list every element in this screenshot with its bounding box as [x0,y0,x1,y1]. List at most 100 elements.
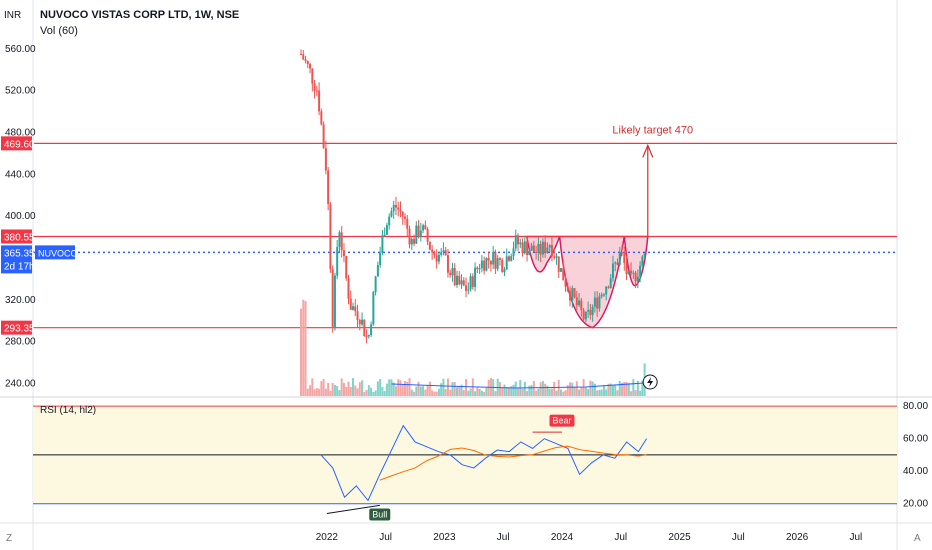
volume-bar [494,391,497,396]
price-tick-label: 480.00 [5,127,36,138]
candle-body [555,256,558,258]
candle-body [571,288,574,301]
volume-bar [385,383,388,396]
volume-bar [309,385,312,396]
candle-body [474,267,477,287]
volume-bar [453,382,456,396]
volume-bar [589,380,592,396]
volume-bar [559,389,562,396]
candle-body [444,250,447,256]
candle-body [569,291,572,301]
volume-bar [302,299,305,396]
bull-label-box [369,508,391,521]
chart-title[interactable]: NUVOCO VISTAS CORP LTD, 1W, NSE [40,9,240,21]
volume-bar [311,378,314,396]
current-price-tag-text: 365.35 [4,248,35,259]
rsi-moving-average [379,445,647,481]
volume-bar [517,388,520,396]
volume-bar [596,390,599,396]
candle-body [489,260,492,265]
candle-body [304,59,307,61]
volume-bar [356,388,359,396]
volume-bar [593,383,596,396]
volume-bar [338,390,341,396]
candle-body [528,250,531,256]
volume-bar [535,390,538,396]
volume-bar [388,379,391,396]
volume-bar [415,386,418,396]
candle-body [494,252,497,269]
volume-bar [621,382,624,396]
candle-body [446,255,449,273]
volume-bar [363,391,366,396]
volume-bar [390,379,393,396]
volume-bar [304,301,307,396]
candle-body [415,225,418,244]
volume-bar [480,390,483,396]
rsi-indicator-label[interactable]: RSI (14, hl2) [40,405,97,416]
candle-body [627,270,630,274]
candle-body [616,262,619,265]
volume-bar [510,386,513,396]
volume-bar [627,383,630,396]
volume-bar [401,384,404,396]
candle-body [643,253,646,257]
auto-scale-icon[interactable]: A [914,533,921,544]
candle-body [521,242,524,254]
rsi-tick-label: 80.00 [903,401,928,412]
zoom-icon[interactable]: Z [6,533,13,544]
time-tick-label: 2024 [551,532,574,543]
volume-bar [616,390,619,396]
candle-body [480,260,483,269]
volume-bar [476,387,479,396]
volume-bar [451,382,454,396]
candle-body [483,260,486,271]
neckline-price-tag [1,229,32,244]
volume-bar [641,380,644,396]
candle-body [322,124,325,149]
volume-bar [548,388,551,396]
candle-body [523,241,526,254]
volume-bar [607,383,610,396]
volume-indicator-label[interactable]: Vol (60) [40,25,78,37]
candle-body [580,300,583,311]
candle-body [600,294,603,297]
candle-body [602,294,605,296]
candle-body [566,286,569,292]
candle-body [302,54,305,60]
volume-bar [526,391,529,396]
candle-body [399,209,402,212]
candle-body [306,60,309,65]
candle-body [532,245,535,252]
volume-bar [358,382,361,396]
volume-bar [426,384,429,396]
volume-bar [632,379,635,396]
volume-bar [336,385,339,396]
target-price-tag [1,136,32,151]
candle-body [636,276,639,282]
candle-body [381,235,384,253]
candle-body [311,68,314,84]
candle-body [401,211,404,217]
volume-bar [455,387,458,396]
candle-body [641,256,644,266]
candle-body [318,90,321,112]
volume-bar [347,381,350,396]
candle-body [458,275,461,285]
candle-body [433,252,436,256]
symbol-tag-text: NUVOCO [38,248,78,258]
price-tick-label: 560.00 [5,44,36,55]
volume-bar [503,384,506,396]
candle-body [352,306,355,310]
volume-bar [600,389,603,396]
candle-body [451,267,454,276]
candlestick-series [300,49,646,396]
candle-body [550,245,553,257]
volume-bar [485,387,488,396]
volume-bar [318,388,321,396]
candle-body [465,285,468,291]
time-tick-label: Jul [849,532,862,543]
volume-bar [623,381,626,396]
candle-body [578,300,581,306]
candle-body [546,247,549,253]
